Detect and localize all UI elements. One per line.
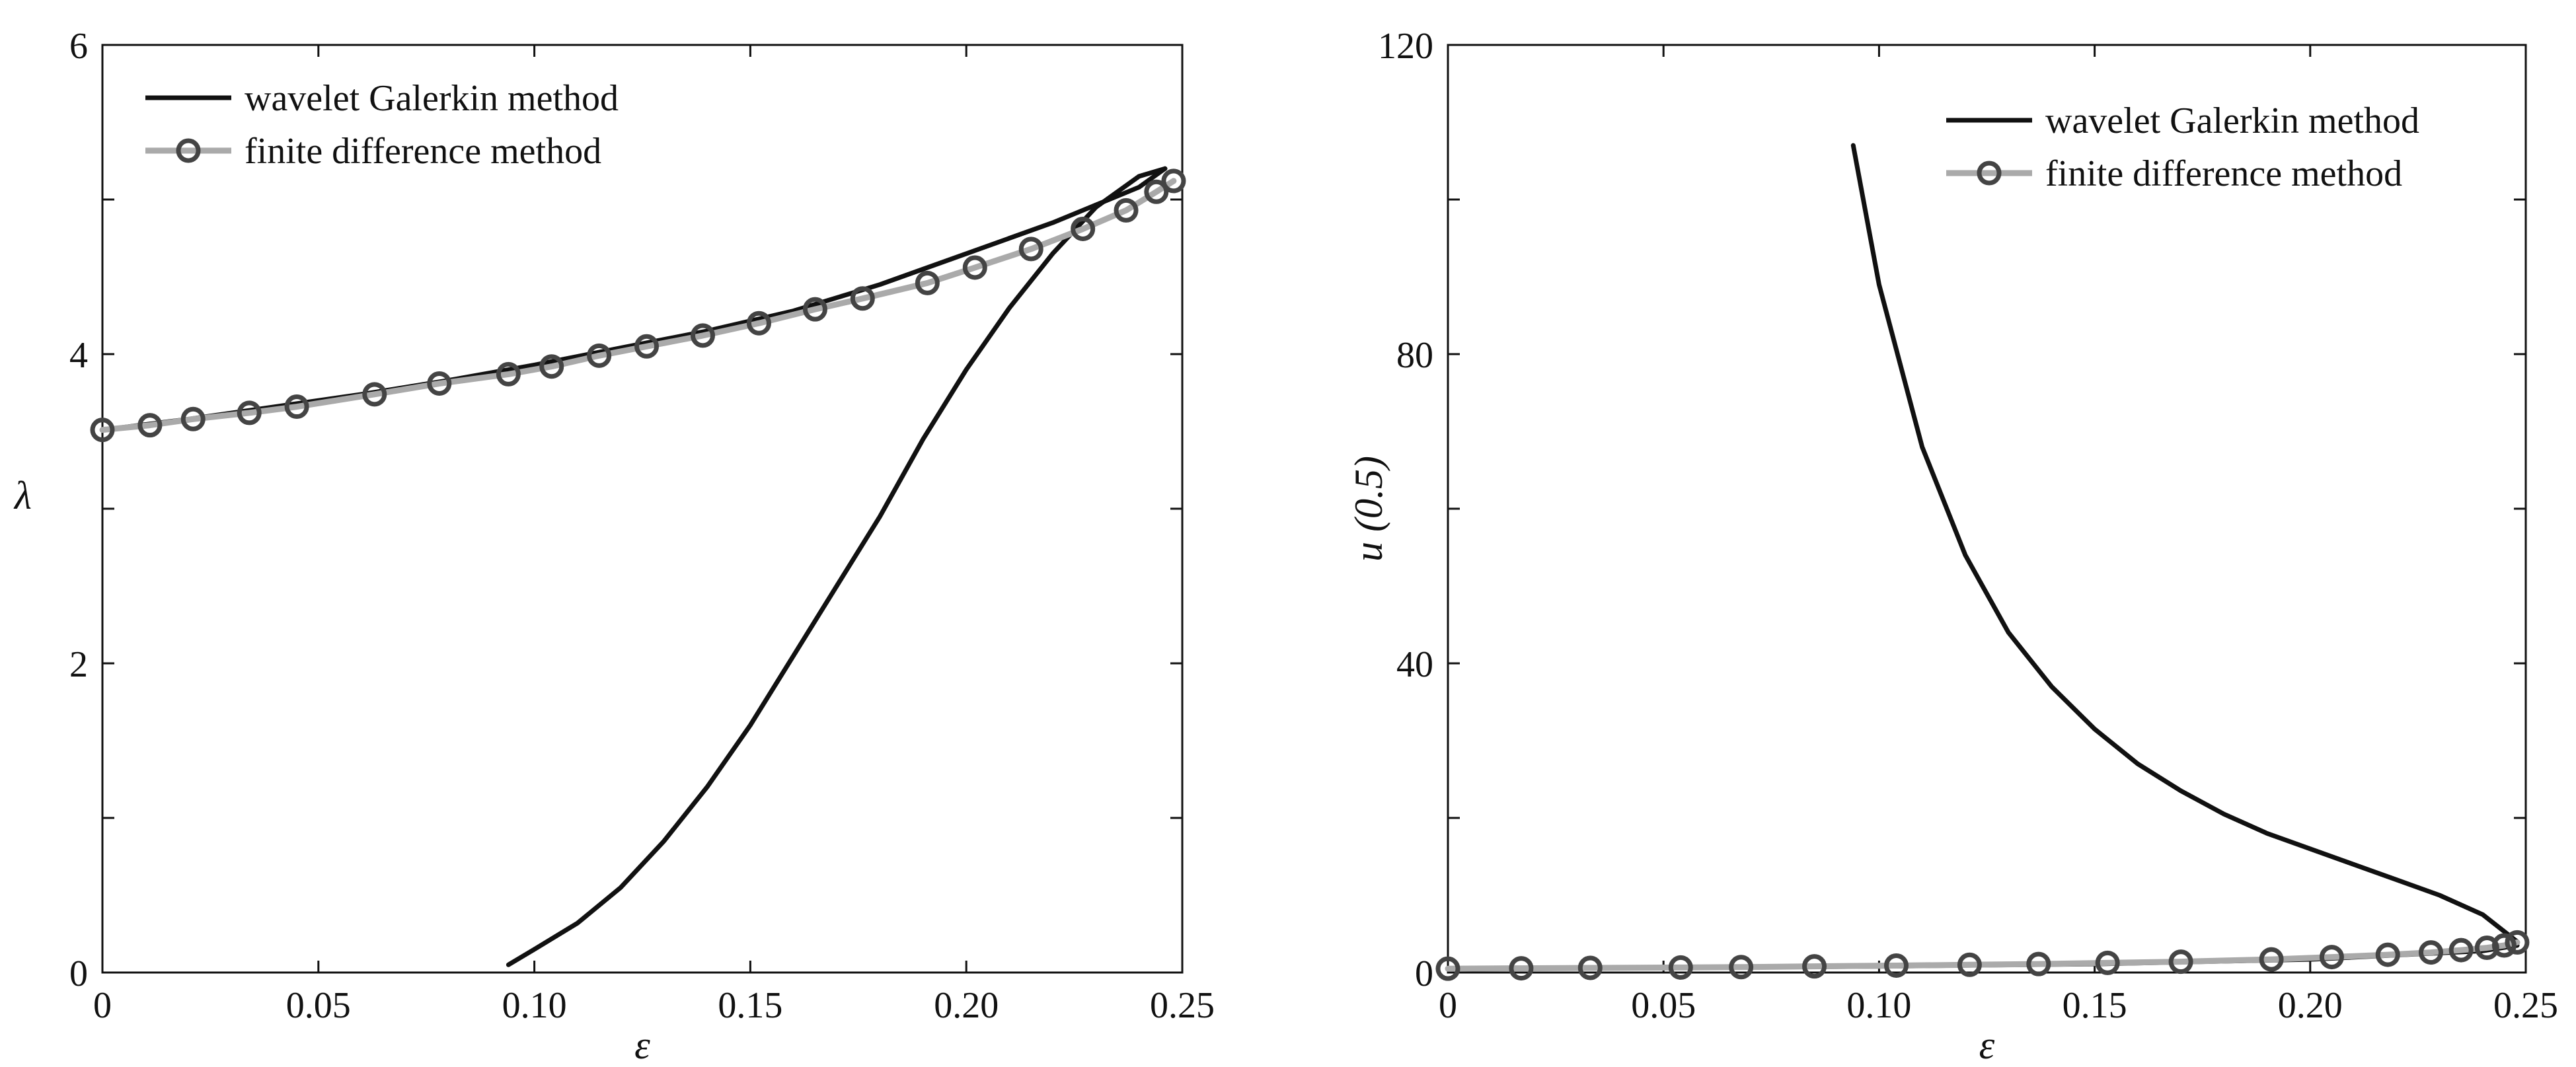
data-point-marker (850, 286, 875, 311)
x-tick-label: 0.05 (1631, 985, 1696, 1026)
data-point-marker (90, 418, 115, 443)
y-tick-label: 40 (1396, 644, 1433, 685)
data-point-marker (2095, 950, 2120, 975)
x-axis-label: ε (634, 1023, 650, 1067)
data-point-marker (362, 382, 387, 407)
x-tick-label: 0.20 (934, 985, 999, 1026)
legend-label: finite difference method (2045, 153, 2402, 194)
x-tick-label: 0.15 (2063, 985, 2127, 1026)
plot-frame (101, 44, 1184, 974)
data-point-marker (2259, 947, 2284, 972)
y-tick-label: 120 (1378, 26, 1433, 67)
data-point-marker (2375, 942, 2400, 967)
legend-marker-icon (176, 138, 201, 163)
data-point-marker (587, 343, 612, 368)
data-point-marker (1144, 179, 1169, 204)
legend: wavelet Galerkin method finite difference… (145, 78, 619, 172)
x-tick-label: 0.25 (2493, 985, 2558, 1026)
data-point-marker (1018, 237, 1043, 262)
legend-label: wavelet Galerkin method (245, 78, 619, 119)
y-tick-label: 0 (69, 953, 88, 994)
legend: wavelet Galerkin method finite difference… (1946, 100, 2419, 194)
data-point-marker (915, 270, 940, 295)
y-tick-label: 80 (1396, 335, 1433, 376)
data-point-marker (284, 394, 309, 420)
data-point-marker (1114, 198, 1139, 223)
data-point-marker (427, 371, 452, 396)
data-point-marker (137, 413, 163, 438)
series-line-finite-difference (99, 178, 1177, 433)
data-point-marker (1883, 953, 1909, 978)
y-tick-label: 4 (69, 335, 88, 376)
data-point-marker (962, 255, 987, 280)
data-point-marker (1577, 955, 1603, 980)
x-tick-label: 0.10 (1846, 985, 1911, 1026)
data-point-marker (496, 361, 521, 386)
data-point-marker (237, 400, 262, 425)
data-point-marker (1729, 955, 1754, 980)
data-point-marker (180, 406, 206, 431)
data-point-marker (2418, 940, 2443, 965)
x-tick-label: 0.25 (1150, 985, 1215, 1026)
series-line-wavelet-galerkin-branch (506, 166, 1168, 967)
data-point-marker (1161, 168, 1186, 194)
data-point-marker (1071, 216, 1096, 241)
legend-marker-icon (1977, 161, 2002, 186)
data-point-marker (746, 311, 771, 336)
data-point-marker (1435, 956, 1460, 981)
data-point-marker (2448, 938, 2474, 963)
series-line-wavelet-galerkin-branch (1850, 143, 2520, 944)
legend-label: finite difference method (245, 131, 601, 172)
x-axis-label: ε (1979, 1023, 1995, 1067)
data-point-marker (2491, 933, 2517, 958)
y-tick-label: 2 (69, 644, 88, 685)
legend-label: wavelet Galerkin method (2045, 100, 2419, 141)
chart-panel-u-midpoint: 0 0.05 0.10 0.15 0.20 0.25 0 40 80 120 ε u (0.5) wav… (1347, 26, 2558, 1067)
data-point-marker (1668, 955, 1693, 980)
data-point-marker (802, 297, 827, 322)
data-point-marker (539, 354, 564, 379)
data-point-marker (2505, 930, 2530, 955)
y-tick-label: 0 (1415, 953, 1433, 994)
chart-panel-lambda: 0 0.05 0.10 0.15 0.20 0.25 0 2 4 6 ε λ wavelet Galer… (13, 26, 1215, 1067)
x-tick-label: 0 (1439, 985, 1457, 1026)
y-axis-label: u (0.5) (1347, 456, 1390, 562)
series-line-wavelet-galerkin (100, 166, 1168, 433)
y-tick-label: 6 (69, 26, 88, 67)
x-tick-label: 0.15 (718, 985, 782, 1026)
data-point-marker (691, 323, 716, 348)
data-point-marker (2026, 951, 2051, 976)
x-tick-label: 0 (93, 985, 112, 1026)
data-point-marker (634, 334, 660, 359)
data-point-marker (2319, 945, 2344, 970)
x-tick-label: 0.10 (502, 985, 567, 1026)
series-line-finite-difference (1445, 939, 2520, 972)
data-point-marker (1509, 956, 1534, 981)
y-axis-label: λ (13, 474, 32, 517)
data-point-marker (1802, 954, 1827, 979)
data-point-marker (1957, 952, 1982, 977)
x-tick-label: 0.05 (286, 985, 351, 1026)
data-point-marker (2168, 949, 2193, 975)
x-tick-label: 0.20 (2278, 985, 2343, 1026)
